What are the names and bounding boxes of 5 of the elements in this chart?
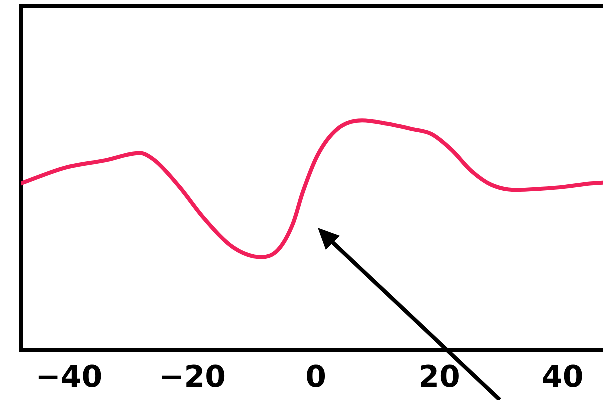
x-tick-label: 0	[306, 360, 326, 395]
x-tick-label: 20	[418, 360, 460, 395]
x-tick-label: −20	[159, 360, 226, 395]
x-tick-label: −40	[36, 360, 103, 395]
x-tick-label: 40	[542, 360, 584, 395]
